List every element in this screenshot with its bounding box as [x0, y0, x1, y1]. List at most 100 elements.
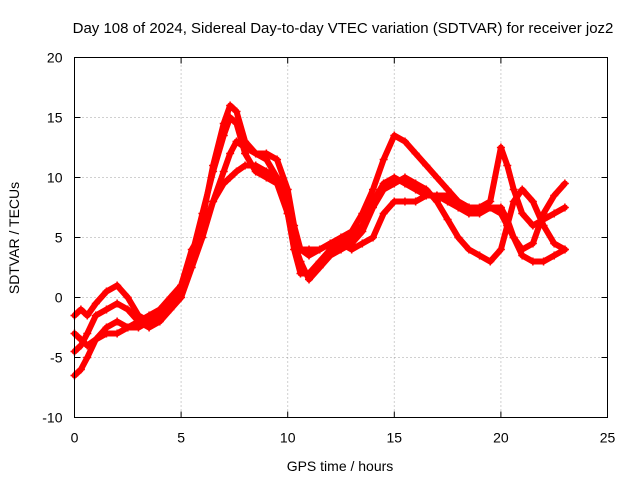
- data-point: [475, 203, 484, 212]
- data-point: [232, 137, 241, 146]
- data-point: [496, 143, 505, 152]
- data-point: [305, 275, 314, 284]
- data-point: [326, 239, 335, 248]
- data-point: [390, 131, 399, 140]
- y-tick-label: 20: [47, 50, 63, 66]
- data-point: [443, 191, 452, 200]
- data-point: [123, 305, 132, 314]
- data-point: [560, 245, 569, 254]
- data-point: [232, 107, 241, 116]
- x-tick-label: 0: [71, 430, 79, 446]
- data-point: [113, 329, 122, 338]
- data-point: [91, 299, 100, 308]
- x-tick-label: 10: [280, 430, 296, 446]
- data-point: [76, 335, 85, 344]
- data-point: [226, 173, 235, 182]
- data-point: [560, 179, 569, 188]
- data-point: [390, 179, 399, 188]
- data-point: [503, 221, 512, 230]
- data-point: [400, 137, 409, 146]
- data-point: [432, 191, 441, 200]
- data-point: [123, 323, 132, 332]
- data-point: [368, 203, 377, 212]
- data-point: [251, 161, 260, 170]
- data-point: [503, 161, 512, 170]
- chart-title: Day 108 of 2024, Sidereal Day-to-day VTE…: [73, 20, 614, 37]
- data-point: [528, 257, 537, 266]
- data-point: [422, 161, 431, 170]
- data-point: [496, 245, 505, 254]
- data-point: [102, 287, 111, 296]
- data-point: [219, 167, 228, 176]
- data-point: [528, 197, 537, 206]
- data-point: [347, 227, 356, 236]
- y-tick-label: -10: [42, 410, 62, 426]
- data-point: [134, 311, 143, 320]
- data-point: [539, 209, 548, 218]
- data-point: [76, 305, 85, 314]
- data-point: [113, 317, 122, 326]
- grid: [74, 57, 608, 418]
- data-point: [326, 251, 335, 260]
- data-point: [539, 257, 548, 266]
- data-point: [379, 155, 388, 164]
- x-axis-title: GPS time / hours: [287, 458, 394, 474]
- series-track-c: [70, 101, 569, 326]
- data-point: [155, 311, 164, 320]
- data-point: [411, 197, 420, 206]
- data-point: [379, 209, 388, 218]
- data-point: [166, 299, 175, 308]
- data-point: [232, 167, 241, 176]
- data-point: [464, 203, 473, 212]
- data-point: [560, 203, 569, 212]
- data-point: [315, 245, 324, 254]
- data-point: [226, 101, 235, 110]
- data-point: [102, 305, 111, 314]
- data-point: [262, 167, 271, 176]
- x-tick-label: 15: [387, 430, 403, 446]
- data-point: [528, 239, 537, 248]
- data-point: [177, 281, 186, 290]
- data-point: [518, 245, 527, 254]
- data-point: [113, 281, 122, 290]
- data-point: [296, 245, 305, 254]
- data-point: [102, 329, 111, 338]
- data-point: [273, 155, 282, 164]
- data-point: [226, 149, 235, 158]
- data-point: [305, 245, 314, 254]
- data-point: [91, 311, 100, 320]
- y-tick-label: -5: [50, 350, 63, 366]
- data-point: [209, 161, 218, 170]
- data-point: [368, 233, 377, 242]
- data-point: [550, 239, 559, 248]
- data-point: [187, 245, 196, 254]
- data-point: [296, 257, 305, 266]
- data-point: [123, 293, 132, 302]
- data-point: [134, 323, 143, 332]
- data-point: [241, 137, 250, 146]
- data-point: [400, 197, 409, 206]
- data-point: [411, 179, 420, 188]
- data-point: [83, 353, 92, 362]
- data-point: [145, 317, 154, 326]
- data-point: [475, 251, 484, 260]
- data-point: [83, 341, 92, 350]
- data-point: [432, 173, 441, 182]
- data-point: [315, 263, 324, 272]
- data-point: [198, 227, 207, 236]
- y-tick-label: 0: [55, 290, 63, 306]
- data-point: [509, 185, 518, 194]
- y-tick-label: 5: [55, 230, 63, 246]
- data-point: [528, 221, 537, 230]
- data-point: [518, 209, 527, 218]
- data-point: [550, 251, 559, 260]
- data-point: [443, 215, 452, 224]
- data-point: [509, 233, 518, 242]
- data-point: [358, 227, 367, 236]
- data-point: [76, 365, 85, 374]
- data-point: [262, 149, 271, 158]
- data-point: [486, 257, 495, 266]
- data-point: [83, 311, 92, 320]
- data-point: [251, 149, 260, 158]
